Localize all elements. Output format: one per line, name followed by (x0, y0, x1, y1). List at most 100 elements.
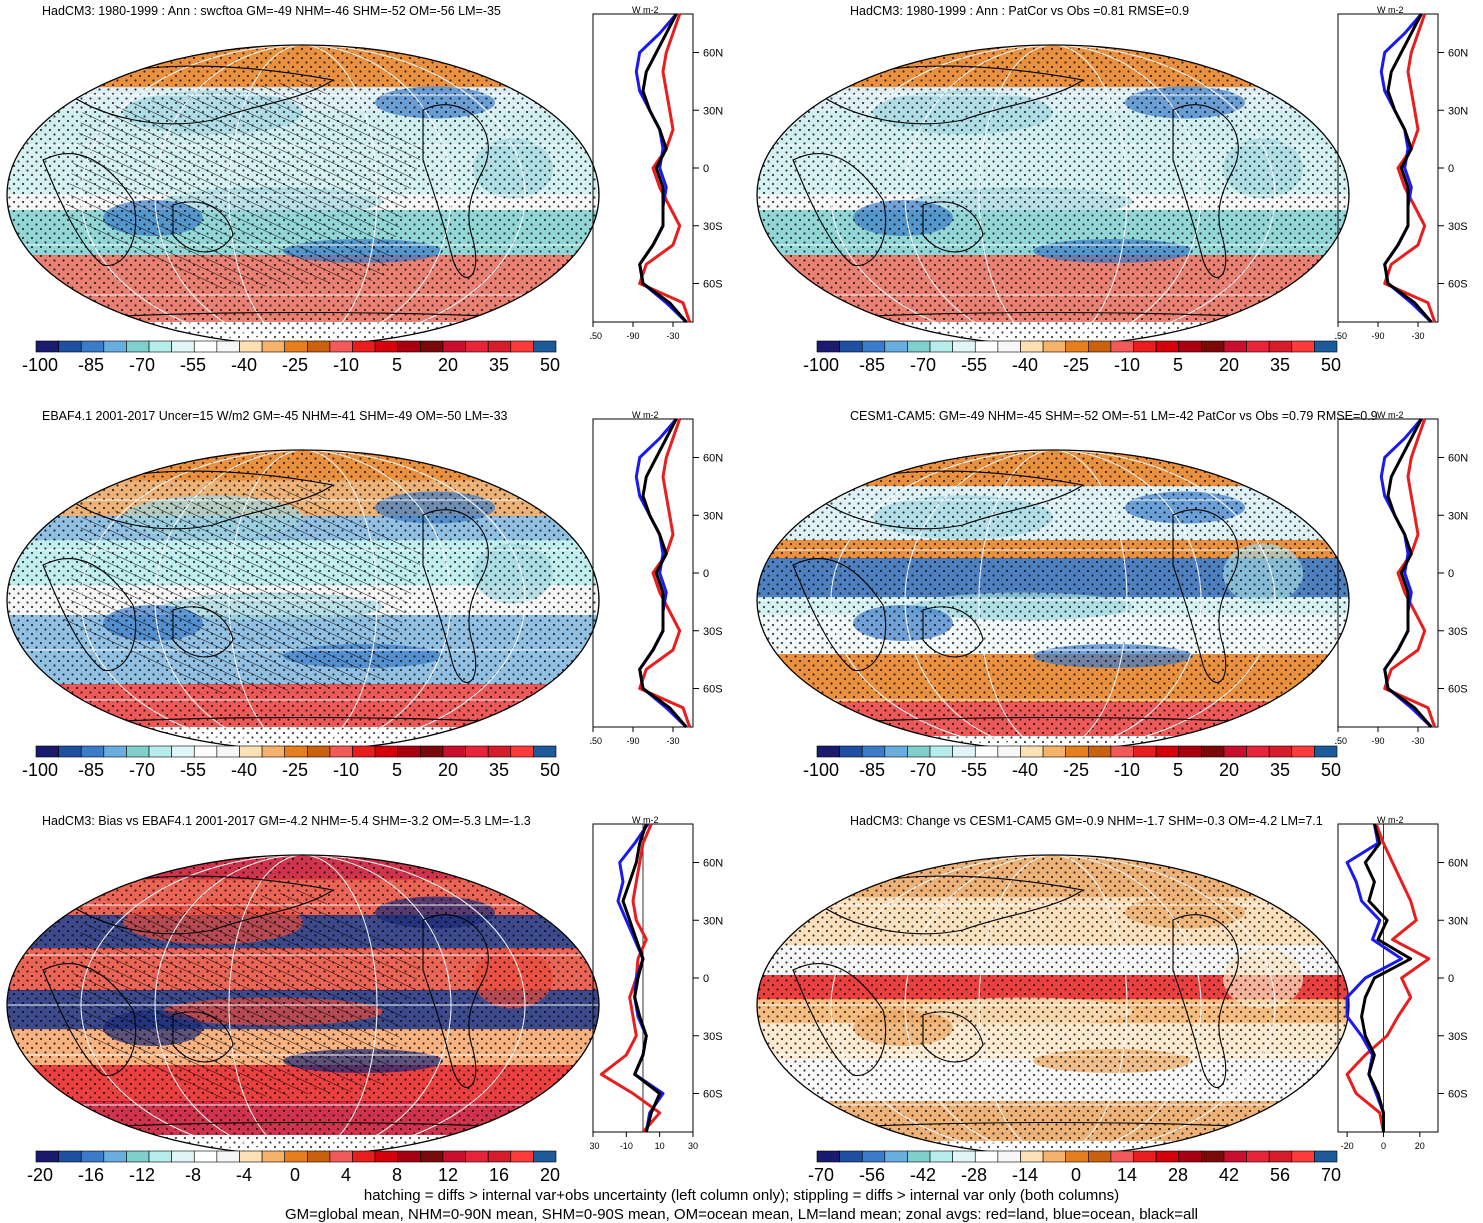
colorbar-label: -70 (128, 355, 156, 375)
zonal-line-all (621, 823, 662, 1133)
colorbar-label: 42 (1218, 1165, 1240, 1185)
colorbar-swatch (1314, 1150, 1338, 1163)
colorbar-label: 56 (1269, 1165, 1291, 1185)
zonal-unit-label: W m-2 (1377, 5, 1404, 15)
colorbar-swatch (397, 340, 421, 353)
colorbar-swatch (974, 1150, 999, 1163)
zonal-lat-tick: 60S (1448, 1089, 1468, 1101)
colorbar-label: -55 (179, 760, 207, 780)
colorbar-swatch (329, 340, 353, 353)
colorbar-label: 20 (539, 1165, 561, 1185)
colorbar-labels: -100 -85 -70 -55 -40 -25 -10 5 20 35 50 (803, 760, 1341, 782)
zonal-lat-tick: 0 (703, 568, 709, 580)
footer-line-1: hatching = diffs > internal var+obs unce… (363, 1187, 1120, 1204)
colorbar-label: 35 (488, 355, 510, 375)
colorbar-label: 35 (488, 760, 510, 780)
colorbar-swatch (261, 1150, 285, 1163)
zonal-mean-plot: W m-2 60N 30N 0 30S 60S -150 -90 -30 (1335, 5, 1468, 341)
colorbar-swatch (1133, 1150, 1157, 1163)
zonal-lat-tick: 60S (703, 684, 723, 696)
coastline (172, 1011, 234, 1063)
colorbar-label: 50 (539, 355, 561, 375)
coastline (922, 606, 984, 658)
colorbar-swatch (1042, 745, 1066, 758)
colorbar-swatch (329, 1150, 353, 1163)
zonal-lat-tick: 30N (703, 510, 723, 522)
panel-title: HadCM3: Change vs CESM1-CAM5 GM=-0.9 NHM… (850, 814, 1323, 828)
zonal-lat-tick: 30S (1448, 626, 1468, 638)
coastline (922, 201, 984, 253)
zonal-x-tick: -90 (626, 736, 639, 746)
coastline (42, 558, 137, 672)
zonal-mean-plot: W m-2 60N 30N 0 30S 60S -150 -90 -30 (590, 5, 723, 341)
zonal-x-tick: -150 (590, 331, 602, 341)
colorbar-swatch (352, 745, 376, 758)
map-robinson (756, 854, 1350, 1156)
zonal-lat-tick: 0 (703, 973, 709, 985)
colorbar-swatch (1133, 340, 1157, 353)
colorbar-label: 28 (1167, 1165, 1189, 1185)
colorbar-swatch (216, 340, 240, 353)
colorbar-swatch (816, 340, 840, 353)
colorbar-swatch (1291, 1150, 1315, 1163)
colorbar-label: -25 (281, 355, 309, 375)
colorbar-swatch (374, 1150, 399, 1163)
colorbar-swatch (929, 745, 953, 758)
colorbar-label: 5 (1172, 760, 1184, 780)
colorbar-label: -10 (1113, 355, 1141, 375)
zonal-x-tick: -30 (1411, 331, 1424, 341)
colorbar-swatch (80, 745, 105, 758)
colorbar-swatch (1201, 745, 1225, 758)
colorbar-swatch (1065, 340, 1089, 353)
colorbar-swatch (510, 1150, 534, 1163)
colorbar-label: 5 (1172, 355, 1184, 375)
colorbar-swatch (442, 1150, 466, 1163)
colorbar-swatch (997, 745, 1021, 758)
colorbar-label: -85 (77, 760, 105, 780)
colorbar-label: 20 (437, 760, 459, 780)
colorbar-label: -100 (21, 760, 59, 780)
colorbar-swatch (1223, 1150, 1247, 1163)
colorbar-label: -55 (960, 760, 988, 780)
colorbar-swatch (839, 1150, 863, 1163)
colorbar-swatch (442, 340, 466, 353)
zonal-lat-tick: 60N (1448, 453, 1468, 465)
colorbar-swatch (1020, 1150, 1044, 1163)
coastline (172, 201, 234, 253)
zonal-lat-tick: 60N (1448, 858, 1468, 870)
colorbar-swatch (907, 1150, 931, 1163)
colorbar-label: -40 (230, 355, 258, 375)
map-robinson (6, 854, 600, 1156)
colorbar-swatch (997, 1150, 1021, 1163)
zonal-line-all (1383, 418, 1433, 728)
colorbar-swatch (35, 340, 59, 353)
colorbar-label: -40 (230, 760, 258, 780)
colorbar-swatch (1178, 340, 1202, 353)
panel-title: HadCM3: Bias vs EBAF4.1 2001-2017 GM=-4.… (42, 814, 531, 828)
coastline (811, 65, 1085, 125)
zonal-line-all (1383, 13, 1433, 323)
zonal-x-tick: 10 (655, 1141, 665, 1151)
zonal-x-tick: -90 (1371, 736, 1384, 746)
colorbar-label: -25 (281, 760, 309, 780)
colorbar-swatch (1155, 1150, 1180, 1163)
colorbar-swatch (1201, 1150, 1225, 1163)
zonal-mean-plot: W m-2 60N 30N 0 30S 60S -150 -90 -30 (590, 410, 723, 746)
coastline (42, 963, 137, 1077)
colorbar (816, 340, 1338, 353)
coastline (422, 104, 489, 278)
panel-title: EBAF4.1 2001-2017 Uncer=15 W/m2 GM=-45 N… (42, 409, 508, 423)
colorbar-swatch (1155, 340, 1180, 353)
colorbar-swatch (1268, 340, 1293, 353)
colorbar-swatch (1042, 340, 1066, 353)
zonal-lat-tick: 30S (1448, 221, 1468, 233)
zonal-x-tick: -30 (666, 331, 679, 341)
colorbar-label: -85 (858, 760, 886, 780)
zonal-lat-tick: 0 (1448, 973, 1454, 985)
colorbar-labels: -100 -85 -70 -55 -40 -25 -10 5 20 35 50 (22, 760, 560, 782)
colorbar-swatch (193, 1150, 218, 1163)
coastline (172, 606, 234, 658)
zonal-lat-tick: 0 (1448, 568, 1454, 580)
colorbar-swatch (148, 1150, 172, 1163)
zonal-x-tick: 0 (1381, 1141, 1386, 1151)
